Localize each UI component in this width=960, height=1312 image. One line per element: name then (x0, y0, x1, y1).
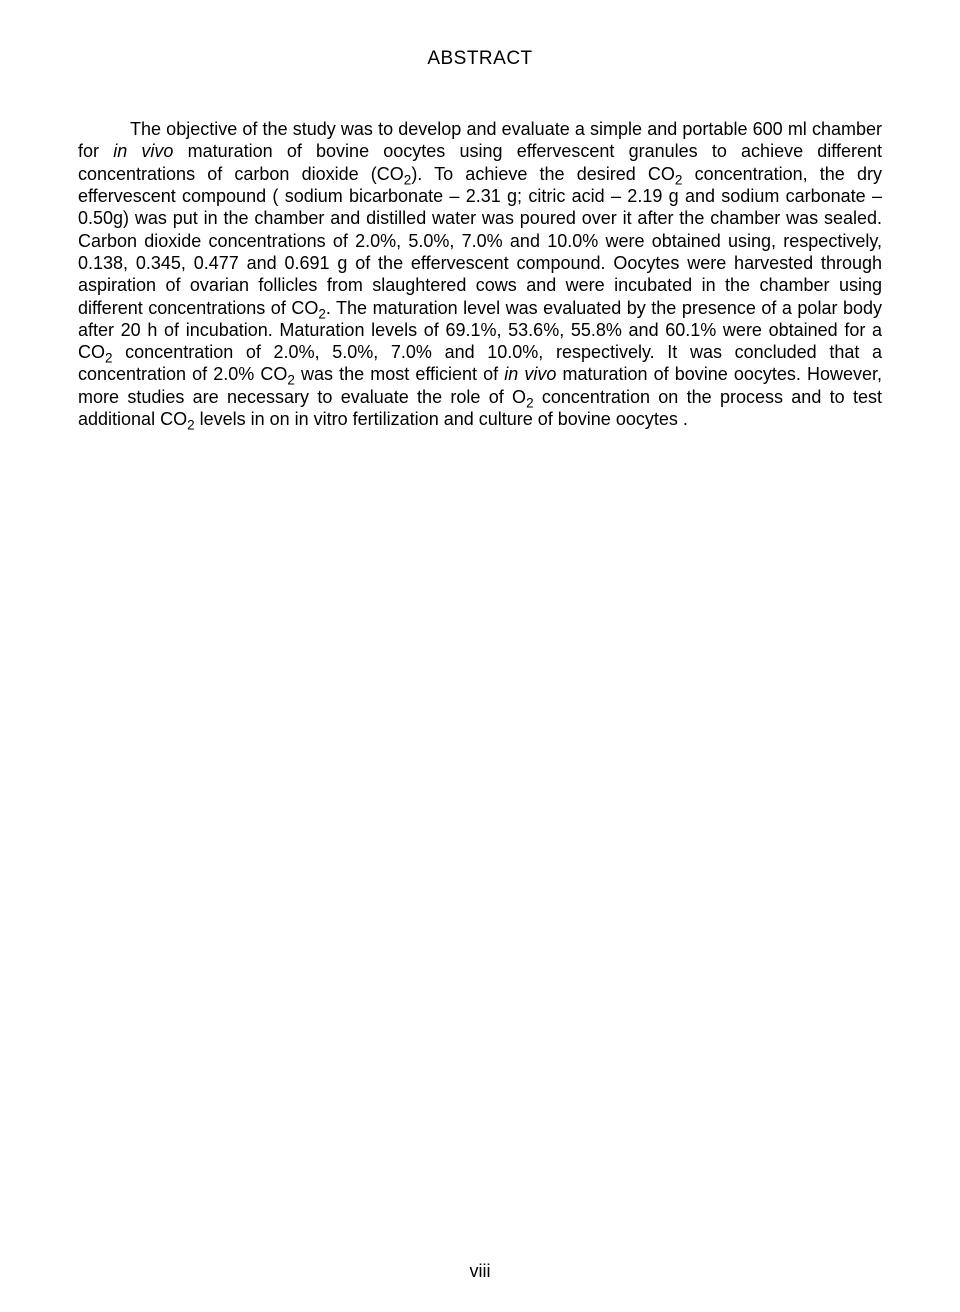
page-container: ABSTRACT The objective of the study was … (0, 0, 960, 430)
abstract-body: The objective of the study was to develo… (78, 118, 882, 430)
text-segment: was the most efficient of (295, 364, 504, 384)
text-segment: ). To achieve the desired CO (411, 164, 675, 184)
page-number: viii (0, 1261, 960, 1282)
text-segment: levels in on in vitro fertilization and … (195, 409, 688, 429)
italic-text: in vivo (113, 141, 173, 161)
abstract-title: ABSTRACT (78, 48, 882, 70)
subscript: 2 (187, 418, 195, 433)
text-segment: concentration, the dry effervescent comp… (78, 164, 882, 318)
italic-text: in vivo (504, 364, 556, 384)
